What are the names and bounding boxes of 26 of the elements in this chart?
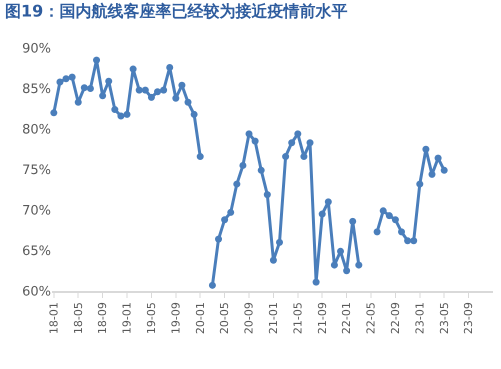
y-tick-label: 80% <box>22 122 51 138</box>
x-tick-label: 23-05 <box>438 302 451 334</box>
x-tick-label: 20-09 <box>242 302 256 334</box>
y-tick-label: 65% <box>22 244 51 260</box>
x-tick-label: 19-09 <box>169 302 182 334</box>
x-tick-label: 18-09 <box>96 302 110 334</box>
x-tick-label: 21-05 <box>291 302 304 334</box>
x-tick-label: 18-01 <box>47 302 60 334</box>
x-tick-label: 19-01 <box>120 302 134 334</box>
x-tick-label: 23-01 <box>413 302 426 334</box>
x-tick-label: 23-09 <box>462 302 476 334</box>
y-tick-label: 75% <box>22 163 51 178</box>
x-tick-label: 22-05 <box>364 302 378 334</box>
y-tick-label: 90% <box>22 42 51 57</box>
y-tick-label: 85% <box>22 82 51 98</box>
y-tick-label: 70% <box>22 204 51 219</box>
x-tick-label: 22-01 <box>340 302 354 334</box>
x-tick-label: 20-05 <box>218 302 232 334</box>
chart-title: 图19：国内航线客座率已经较为接近疫情前水平 <box>5 2 348 21</box>
x-tick-label: 19-05 <box>144 302 158 334</box>
y-tick-label: 60% <box>22 284 51 300</box>
x-tick-label: 21-09 <box>316 302 329 334</box>
x-tick-label: 18-05 <box>72 302 85 334</box>
x-tick-label: 22-09 <box>388 302 402 334</box>
x-tick-label: 20-01 <box>194 302 207 334</box>
x-tick-label: 21-01 <box>266 302 280 334</box>
